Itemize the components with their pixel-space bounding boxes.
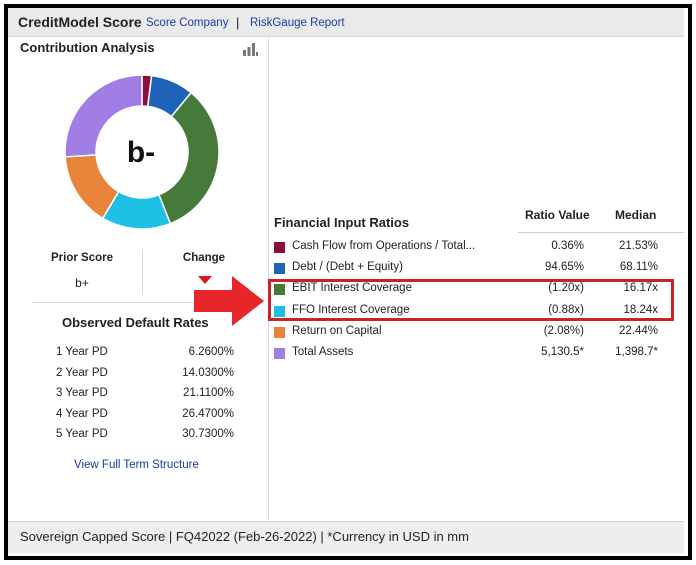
pd-label: 3 Year PD: [56, 387, 108, 399]
pd-value: 14.0300%: [182, 367, 234, 379]
ratio-label: Return on Capital: [292, 325, 382, 337]
ratio-row: Total Assets 5,130.5* 1,398.7*: [274, 345, 684, 365]
footer-text: Sovereign Capped Score | FQ42022 (Feb-26…: [20, 529, 469, 544]
pd-row: 4 Year PD 26.4700%: [52, 408, 252, 428]
legend-swatch: [274, 306, 285, 317]
ratio-label: Cash Flow from Operations / Total...: [292, 240, 476, 252]
riskgauge-report-link[interactable]: RiskGauge Report: [250, 17, 345, 29]
page-title: CreditModel Score: [18, 14, 142, 30]
default-rates-title: Observed Default Rates: [62, 315, 209, 330]
legend-swatch: [274, 327, 285, 338]
ratio-median: 18.24x: [623, 304, 658, 316]
ratio-row: Cash Flow from Operations / Total... 0.3…: [274, 239, 684, 259]
legend-swatch: [274, 263, 285, 274]
ratio-label: Debt / (Debt + Equity): [292, 261, 403, 273]
view-term-structure-link[interactable]: View Full Term Structure: [74, 459, 199, 471]
highlight-box: [268, 279, 674, 321]
contribution-panel: Contribution Analysis b- Prior Score b+ …: [16, 36, 269, 520]
bar-chart-icon[interactable]: [242, 42, 258, 56]
ratio-value: 0.36%: [551, 240, 584, 252]
ratios-panel: Financial Input Ratios Ratio Value Media…: [269, 36, 684, 520]
ratio-median: 16.17x: [623, 282, 658, 294]
title-bar: CreditModel Score Score Company | RiskGa…: [8, 8, 684, 37]
down-triangle-icon: [198, 276, 212, 284]
pd-value: 30.7300%: [182, 428, 234, 440]
pd-row: 2 Year PD 14.0300%: [52, 367, 252, 387]
ratio-median: 21.53%: [618, 240, 658, 252]
ratio-label: EBIT Interest Coverage: [292, 282, 412, 294]
donut-segment[interactable]: [64, 74, 143, 158]
contribution-title: Contribution Analysis: [20, 40, 155, 55]
ratio-value: 94.65%: [544, 261, 584, 273]
title-separator: |: [236, 15, 240, 30]
ratio-row: Debt / (Debt + Equity) 94.65% 68.11%: [274, 260, 684, 280]
ratio-value: (1.20x): [548, 282, 584, 294]
prior-score-label: Prior Score: [51, 252, 113, 264]
change-label: Change: [182, 252, 226, 264]
pd-label: 1 Year PD: [56, 346, 108, 358]
pd-value: 26.4700%: [182, 408, 234, 420]
ratio-label: Total Assets: [292, 346, 354, 358]
ratio-row: Return on Capital (2.08%) 22.44%: [274, 324, 684, 344]
pd-label: 4 Year PD: [56, 408, 108, 420]
score-divider: [142, 250, 143, 294]
ratios-title: Financial Input Ratios: [274, 215, 410, 230]
legend-swatch: [274, 242, 285, 253]
ratio-label: FFO Interest Coverage: [292, 304, 410, 316]
ratio-value: (0.88x): [548, 304, 584, 316]
status-footer: Sovereign Capped Score | FQ42022 (Feb-26…: [8, 521, 684, 553]
section-divider: [32, 302, 254, 303]
contribution-donut-chart: [64, 74, 220, 230]
median-header: Median: [615, 208, 657, 222]
ratio-median: 22.44%: [618, 325, 658, 337]
legend-swatch: [274, 348, 285, 359]
ratio-row: EBIT Interest Coverage (1.20x) 16.17x: [274, 281, 684, 301]
ratio-value: (2.08%): [543, 325, 584, 337]
header-rule: [518, 232, 684, 233]
ratio-value: 5,130.5*: [541, 346, 584, 358]
donut-segment[interactable]: [157, 91, 220, 225]
pd-row: 5 Year PD 30.7300%: [52, 428, 252, 448]
ratio-median: 68.11%: [619, 261, 658, 273]
prior-score-value: b+: [75, 276, 89, 290]
red-arrow-icon: [194, 276, 264, 326]
pd-label: 2 Year PD: [56, 367, 108, 379]
ratio-value-header: Ratio Value: [525, 208, 590, 222]
ratio-median: 1,398.7*: [615, 346, 658, 358]
pd-label: 5 Year PD: [56, 428, 108, 440]
pd-row: 3 Year PD 21.1100%: [52, 387, 252, 407]
score-company-link[interactable]: Score Company: [146, 17, 229, 29]
pd-value: 21.1100%: [183, 387, 234, 399]
credit-grade: b-: [126, 136, 156, 169]
ratio-row: FFO Interest Coverage (0.88x) 18.24x: [274, 303, 684, 323]
legend-swatch: [274, 284, 285, 295]
pd-value: 6.2600%: [188, 346, 234, 358]
pd-row: 1 Year PD 6.2600%: [52, 346, 252, 366]
